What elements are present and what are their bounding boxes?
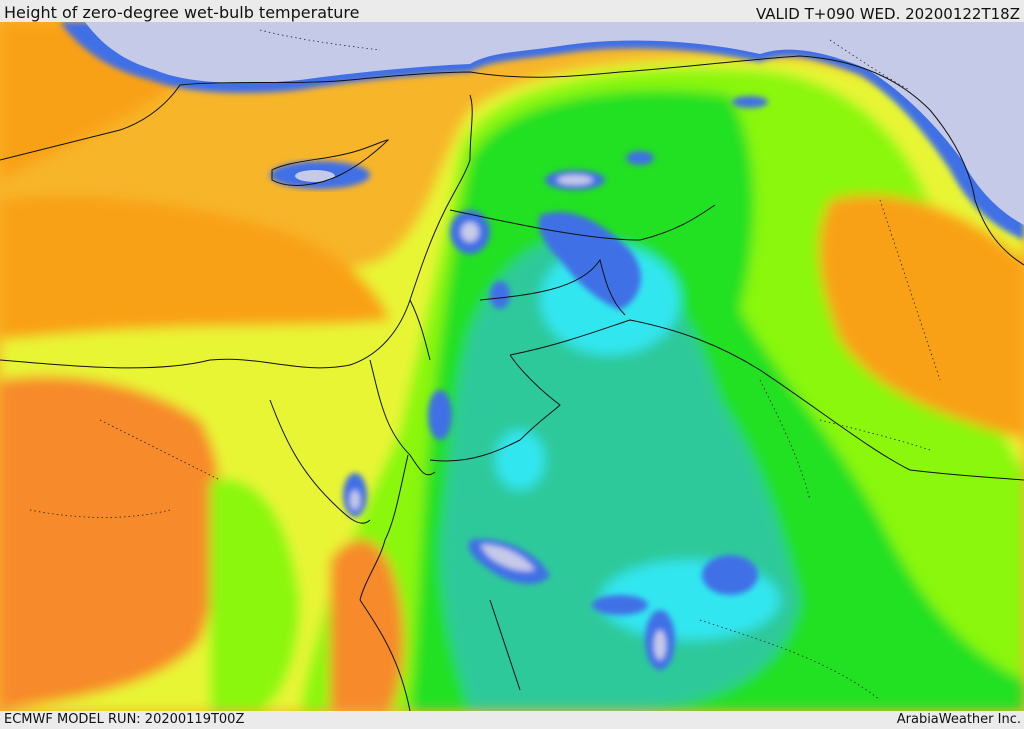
map-header: Height of zero-degree wet-bulb temperatu…: [0, 0, 1024, 23]
map-title: Height of zero-degree wet-bulb temperatu…: [4, 3, 360, 22]
province-lines: [29, 29, 941, 701]
forecast-map-svg: [0, 22, 1024, 711]
cold-cores: [343, 96, 768, 670]
borders: [0, 55, 1024, 711]
model-run: ECMWF MODEL RUN: 20200119T00Z: [4, 712, 245, 727]
valid-time: VALID T+090 WED. 20200122T18Z: [755, 5, 1020, 23]
credit: ArabiaWeather Inc.: [896, 712, 1021, 727]
forecast-map[interactable]: [0, 22, 1024, 711]
map-footer: ECMWF MODEL RUN: 20200119T00Z ArabiaWeat…: [0, 711, 1024, 729]
northern-sea: [60, 22, 1024, 240]
